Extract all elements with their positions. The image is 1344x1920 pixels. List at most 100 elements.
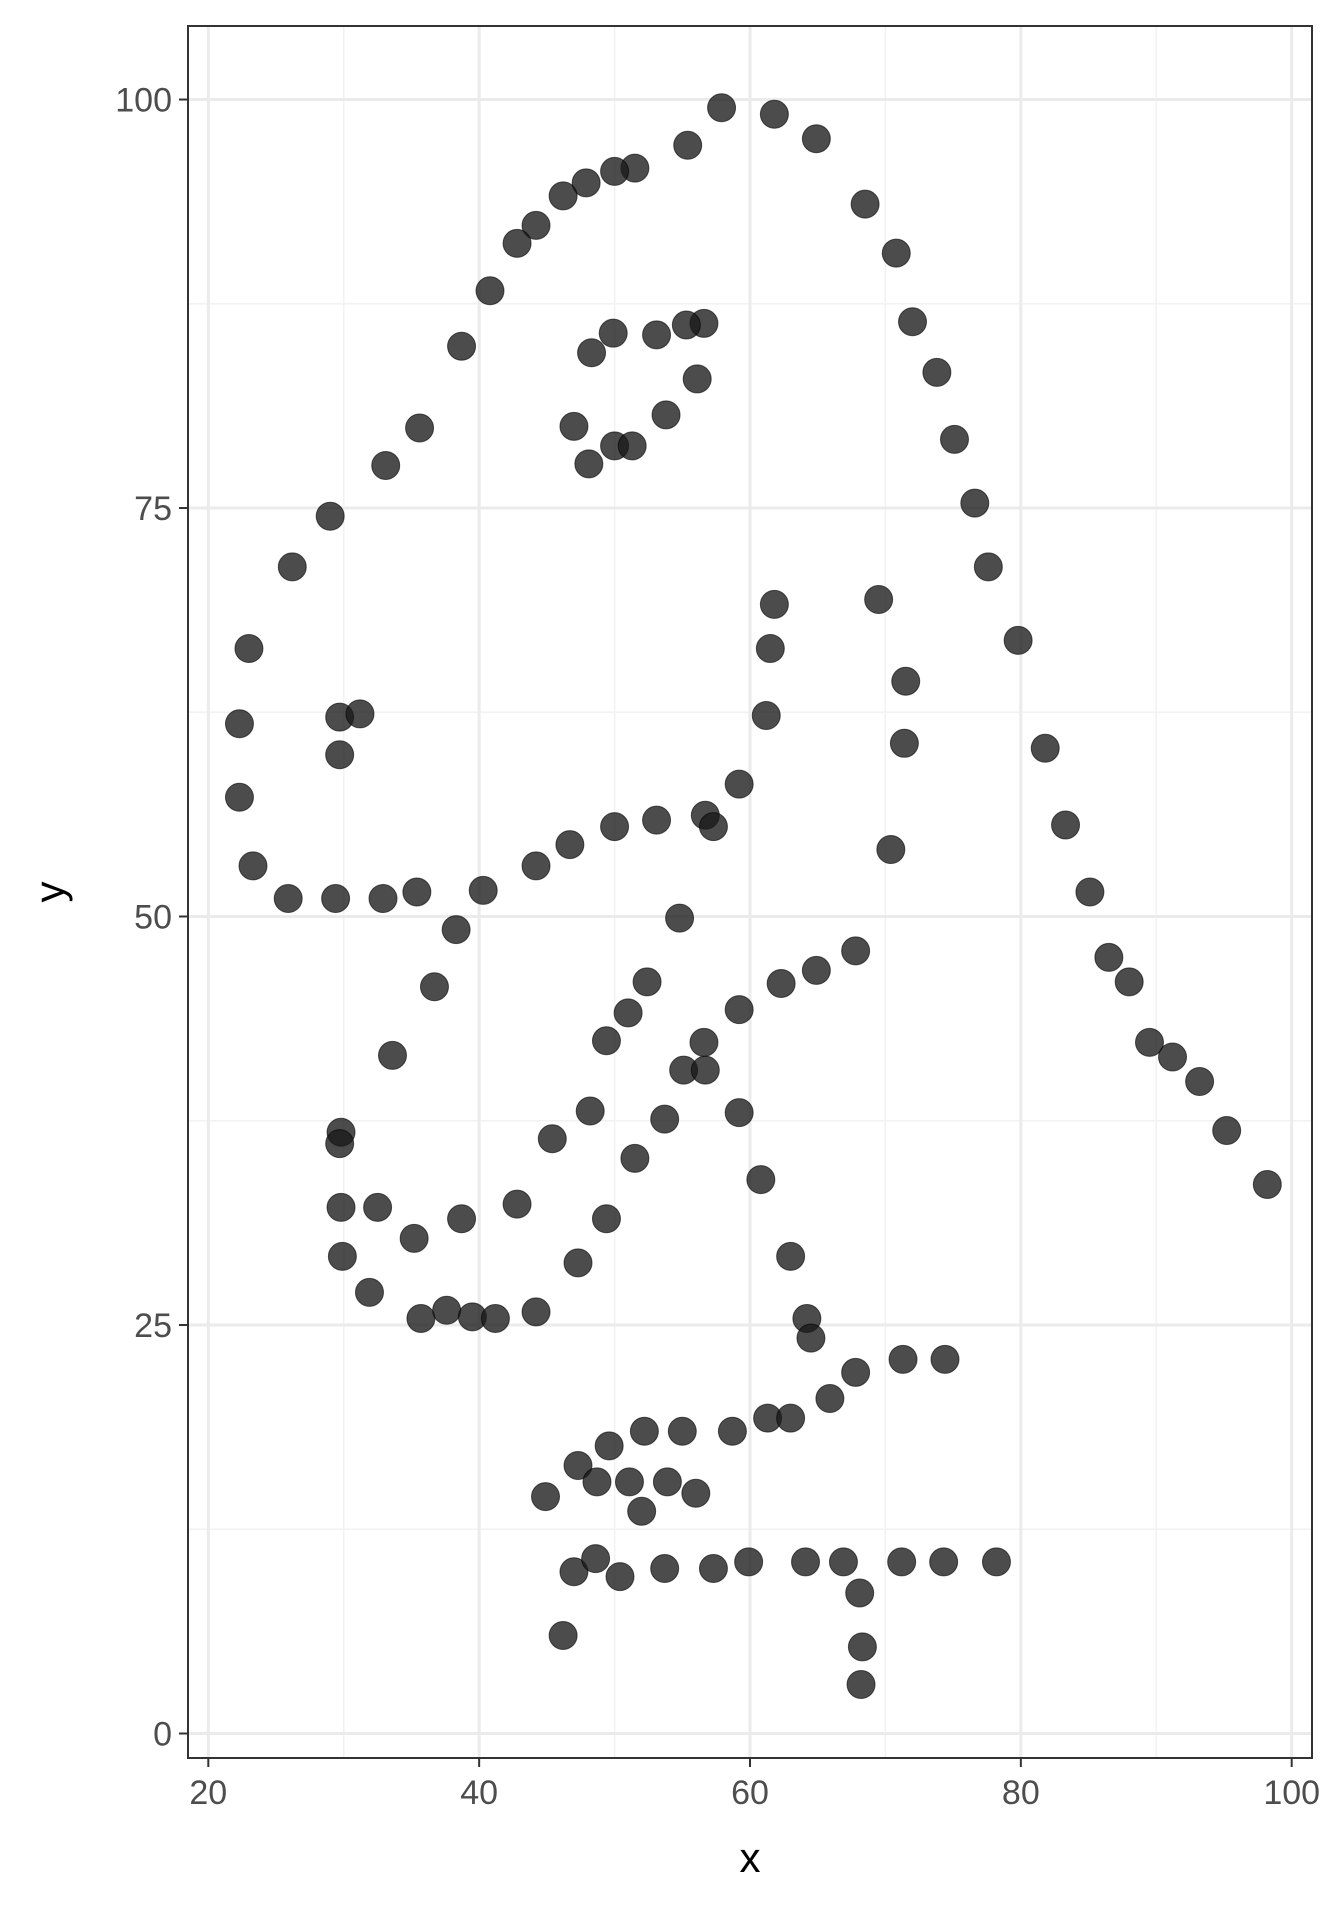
x-tick-label: 60 [731,1774,769,1812]
data-point [864,585,894,615]
data-point [1114,967,1144,997]
data-point [559,411,589,441]
data-point [629,1416,659,1446]
y-tick-label: 25 [134,1307,172,1345]
data-point [224,709,254,739]
data-point [929,1547,959,1577]
data-point [651,400,681,430]
y-tick-label: 0 [153,1715,172,1753]
data-point [755,634,785,664]
data-point [325,1129,355,1159]
data-point [555,830,585,860]
data-point [600,812,630,842]
data-point [234,634,264,664]
data-point [801,124,831,154]
data-point [759,99,789,129]
data-point [973,552,1003,582]
data-point [326,1192,356,1222]
data-point [531,1482,561,1512]
data-point [667,1416,697,1446]
data-point [502,228,532,258]
data-point [238,851,268,881]
data-point [642,320,672,350]
data-point [850,189,880,219]
data-point [419,972,449,1002]
data-point [406,1303,436,1333]
data-point [681,1478,711,1508]
data-point [776,1403,806,1433]
x-axis-title: x [740,1834,761,1881]
data-point [594,1431,624,1461]
data-point [846,1669,876,1699]
data-point [480,1303,510,1333]
axis-ticks: 20 40 60 80 100 0 25 50 75 100 [115,82,1320,1812]
data-point [273,884,303,914]
data-point [922,357,952,387]
data-point [766,969,796,999]
data-point [327,1241,357,1271]
data-point [571,168,601,198]
data-point [707,93,737,123]
data-point [889,728,919,758]
data-point [447,1204,477,1234]
data-point [548,1620,578,1650]
data-point [689,1027,719,1057]
data-point [548,181,578,211]
data-point [613,998,643,1028]
data-point [405,413,435,443]
data-point [632,967,662,997]
data-point [563,1248,593,1278]
data-point [581,1544,611,1574]
data-point [345,699,375,729]
data-point [627,1496,657,1526]
data-point [847,1632,877,1662]
x-tick-label: 40 [460,1774,498,1812]
data-point [888,1344,918,1374]
data-point [354,1277,384,1307]
data-point [502,1189,532,1219]
data-point [600,156,630,186]
data-point [887,1547,917,1577]
data-point [321,884,351,914]
data-point [521,1297,551,1327]
data-point [801,955,831,985]
data-point [665,903,695,933]
data-point [1185,1067,1215,1097]
data-point [582,1467,612,1497]
y-axis-title: y [26,882,73,903]
data-point [891,666,921,696]
data-point [521,210,551,240]
data-point [698,812,728,842]
data-point [521,851,551,881]
data-point [1252,1169,1282,1199]
data-point [277,552,307,582]
data-point [791,1547,821,1577]
data-point [751,701,781,731]
data-point [1075,877,1105,907]
data-point [796,1323,826,1353]
data-point [682,364,712,394]
data-point [537,1124,567,1154]
data-point [575,1096,605,1126]
data-point [325,740,355,770]
data-point [673,130,703,160]
data-point [620,1143,650,1173]
data-point [377,1040,407,1070]
data-point [759,589,789,619]
data-point [776,1241,806,1271]
data-point [724,769,754,799]
data-point [591,1204,621,1234]
data-point [559,1557,589,1587]
x-tick-label: 80 [1002,1774,1040,1812]
data-point [468,875,498,905]
data-point [399,1223,429,1253]
data-point [939,424,969,454]
data-point [650,1553,680,1583]
data-point [1158,1042,1188,1072]
data-point [650,1104,680,1134]
data-point [642,805,672,835]
data-point [441,915,471,945]
data-point [960,488,990,518]
data-point [876,835,906,865]
